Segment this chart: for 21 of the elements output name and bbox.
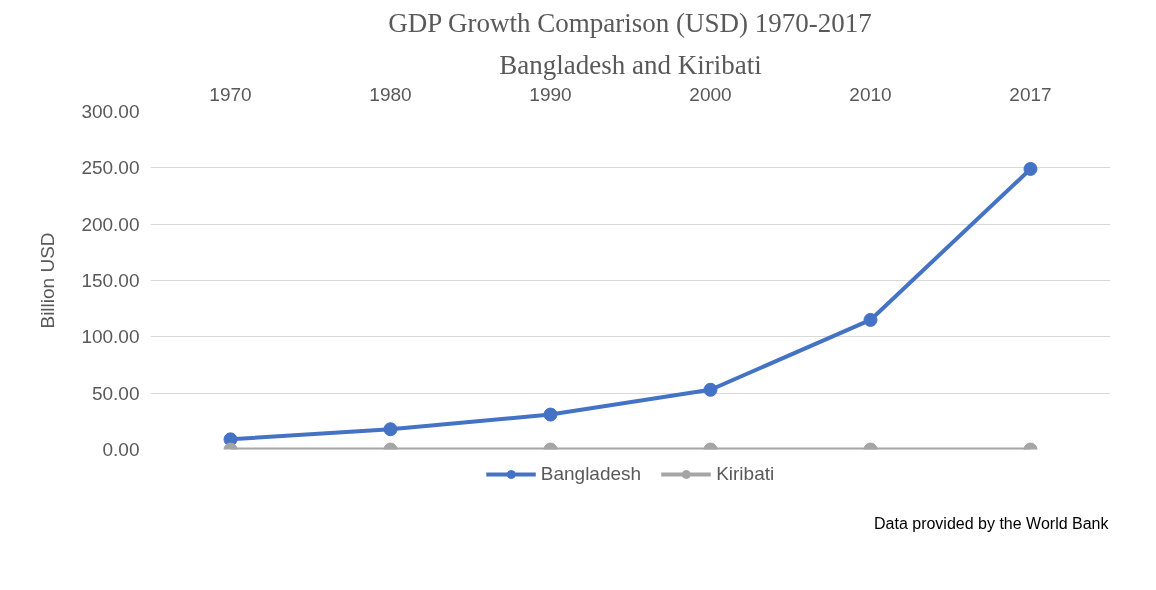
y-tick-label: 200.00 — [81, 213, 140, 235]
point — [863, 312, 878, 327]
y-tick-label: 0.00 — [102, 439, 140, 460]
y-tick-label: 300.00 — [81, 101, 140, 122]
x-tick-label: 1980 — [369, 83, 412, 105]
text: Data provided by the World Bank — [874, 514, 1110, 532]
chart-subtitle: Bangladesh and Kiribati — [499, 49, 762, 80]
y-axis-title: Billion USD — [37, 232, 59, 329]
x-tick-label: 2010 — [849, 83, 892, 105]
y-tick-label: 50.00 — [91, 382, 140, 404]
x-tick-label: 2017 — [1009, 83, 1052, 105]
y-tick-label: 250.00 — [81, 157, 140, 179]
legend-label: Kiribati — [716, 463, 775, 485]
point — [1023, 161, 1038, 176]
legend-label: Bangladesh — [540, 463, 642, 485]
x-tick-label: 1990 — [529, 83, 572, 105]
x-tick-label: 1970 — [209, 83, 252, 105]
y-tick-label: 100.00 — [81, 326, 140, 348]
chart-title: GDP Growth Comparison (USD) 1970-2017 — [388, 7, 872, 38]
y-tick-label: 150.00 — [81, 270, 140, 291]
x-tick-label: 2000 — [689, 83, 732, 105]
